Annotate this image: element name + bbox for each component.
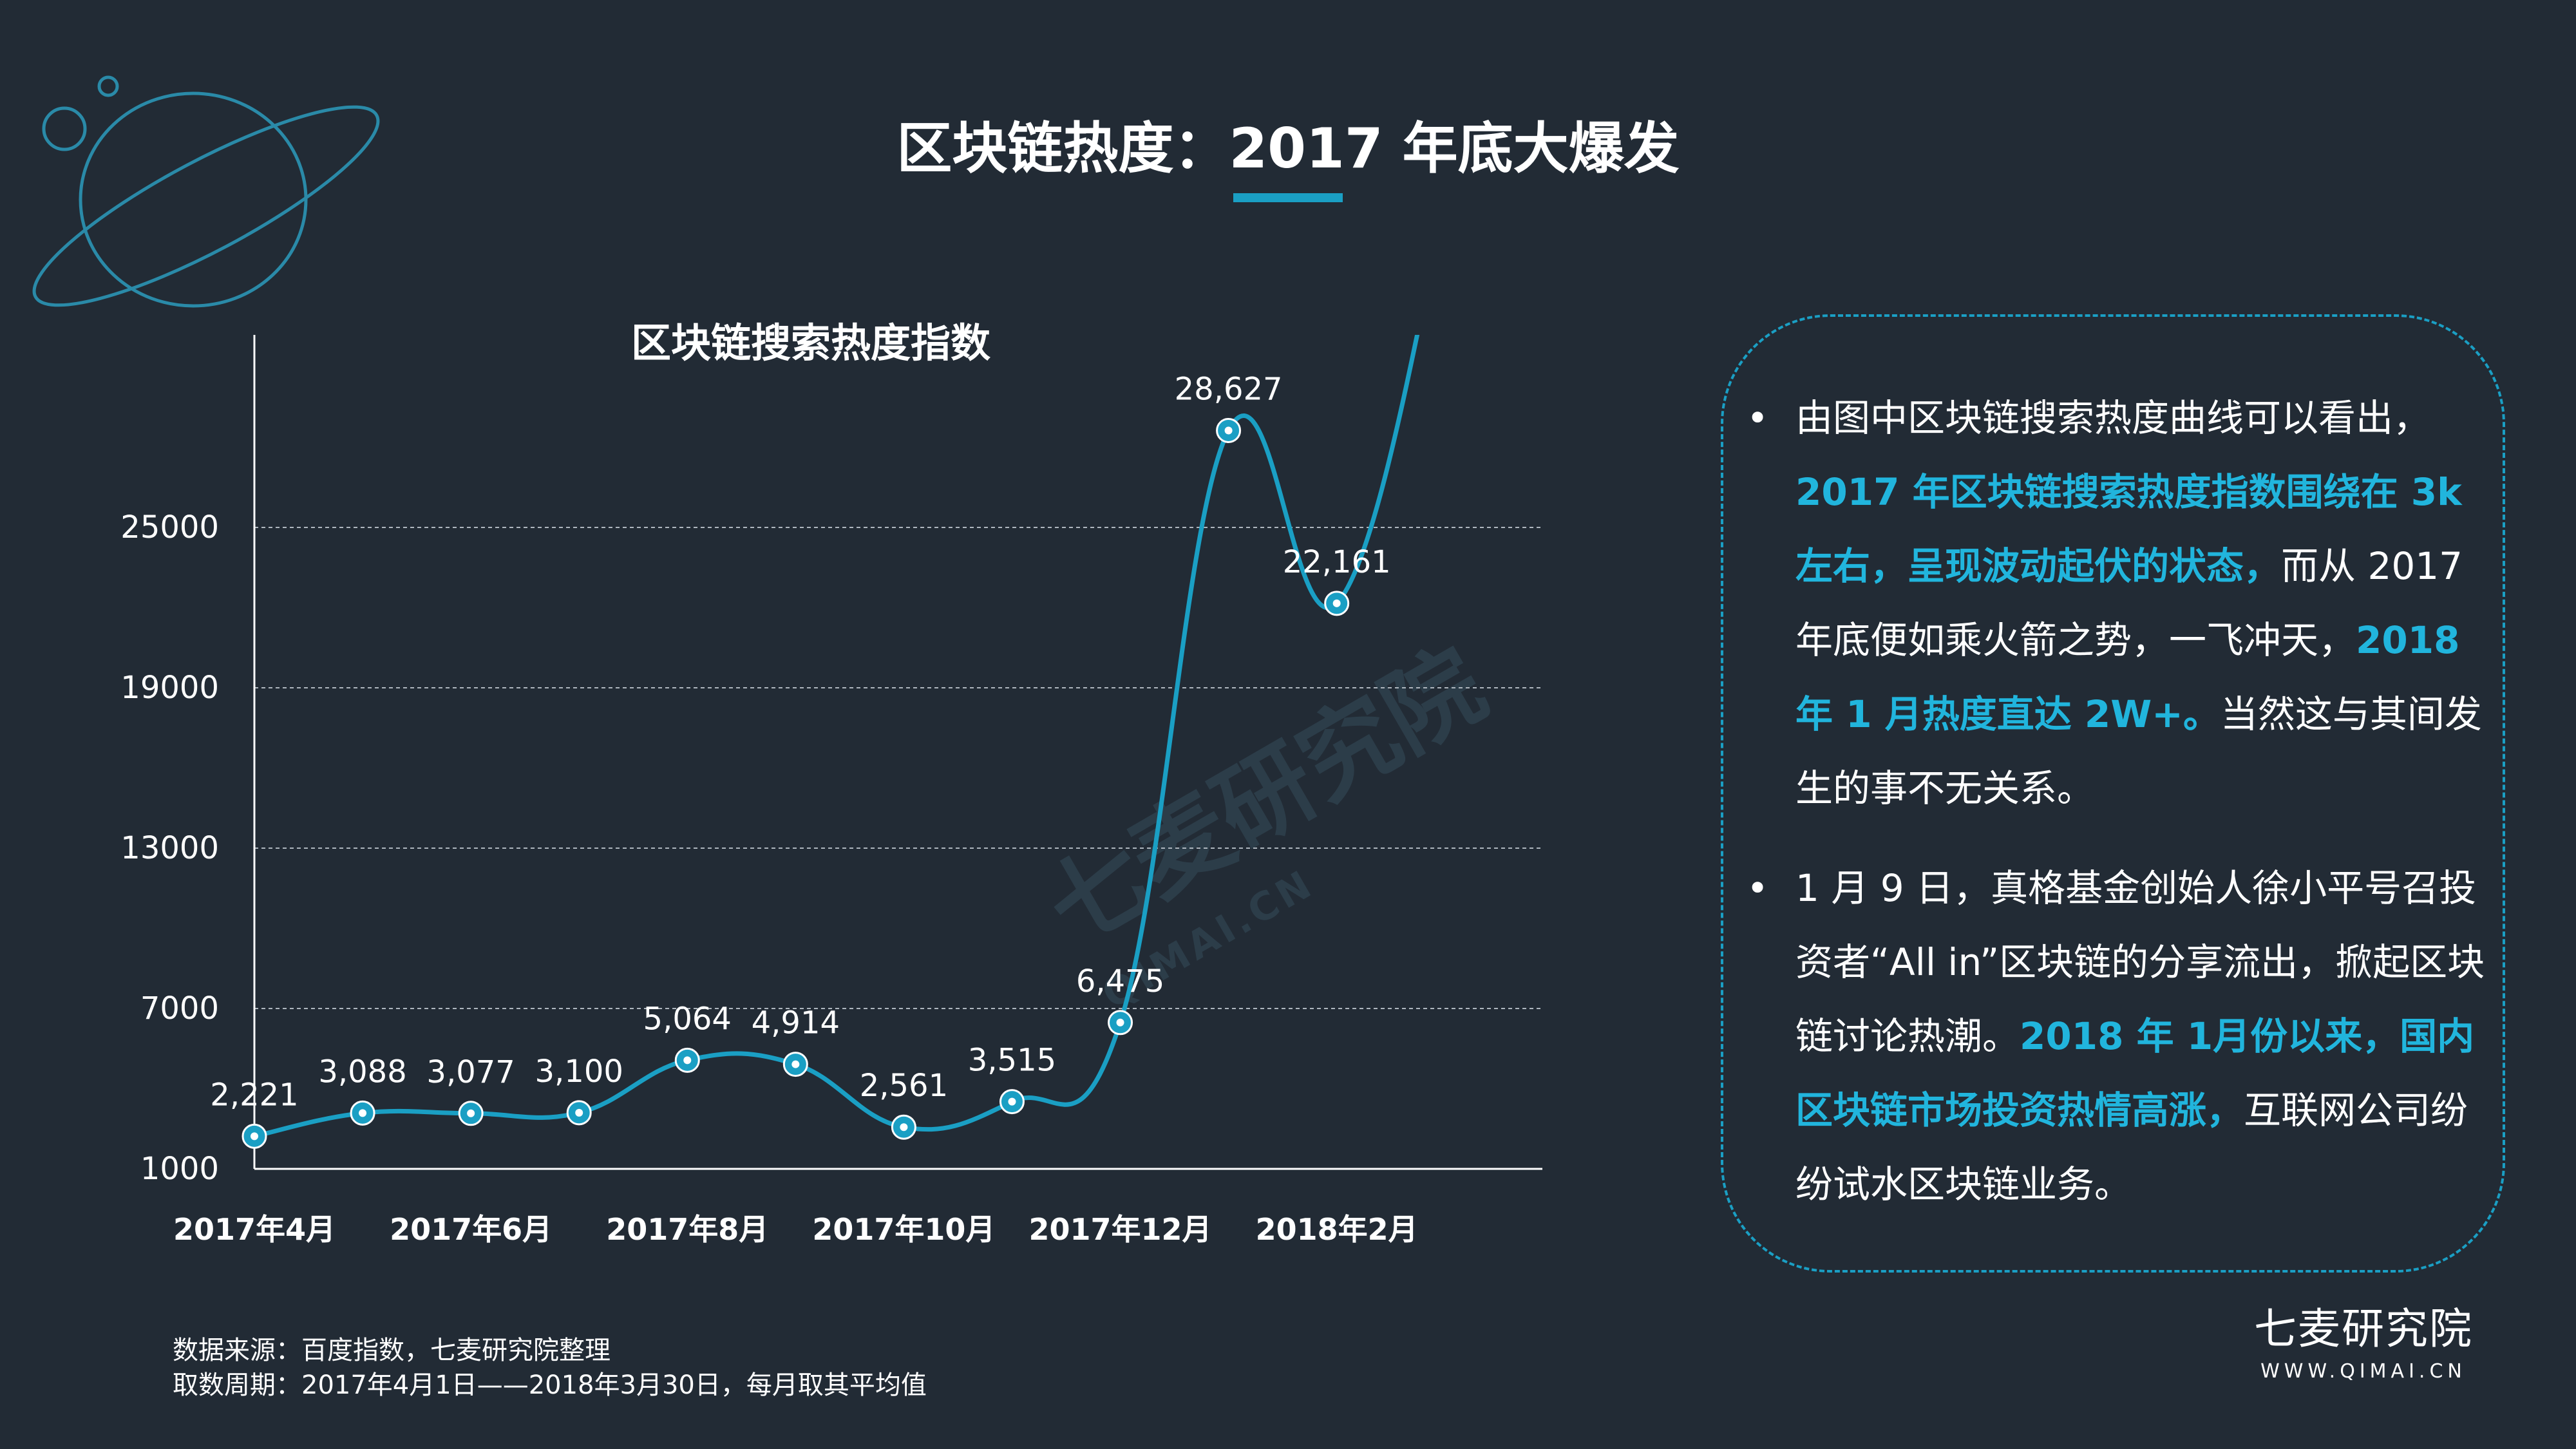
brand-name: 七麦研究院 bbox=[2254, 1304, 2473, 1354]
y-tick-label: 19000 bbox=[120, 670, 219, 706]
brand-url: WWW.QIMAI.CN bbox=[2260, 1360, 2467, 1383]
data-label: 4,914 bbox=[752, 1005, 840, 1041]
bullet-dot: • bbox=[1747, 866, 1769, 910]
body-text: 互联网公司纷纷试水区块链业务。 bbox=[1795, 1088, 2468, 1206]
bullet-item: • 由图中区块链搜索热度曲线可以看出， 2017 年区块链搜索热度指数围绕在 3k … bbox=[1747, 381, 2494, 826]
data-point-center bbox=[900, 1123, 908, 1132]
footnote-period: 取数周期：2017年4月1日——2018年3月30日，每月取其平均值 bbox=[173, 1370, 927, 1400]
data-label: 3,088 bbox=[318, 1054, 406, 1090]
data-label: 6,475 bbox=[1076, 963, 1164, 999]
brand: 七麦研究院 WWW.QIMAI.CN bbox=[2248, 1294, 2479, 1383]
data-point-center bbox=[683, 1056, 692, 1065]
series-line bbox=[254, 335, 1420, 1139]
highlighted-text: 2017 年区块链搜索热度指数围绕在 3k 左右，呈现波动起伏的状态， bbox=[1795, 470, 2462, 588]
bullet-dot: • bbox=[1747, 396, 1769, 440]
planet-decoration bbox=[32, 75, 380, 308]
body-text: 当然这与其间发生的事不无关系。 bbox=[1795, 692, 2482, 810]
x-tick-label: 2017年12月 bbox=[1029, 1212, 1212, 1247]
data-point-center bbox=[575, 1108, 583, 1117]
line-chart: 1000 7000 13000 19000 25000 2017年4月 2017年6月 201… bbox=[120, 335, 1542, 1247]
data-point-center bbox=[1332, 599, 1341, 607]
data-label: 3,100 bbox=[535, 1054, 623, 1090]
y-tick-label: 13000 bbox=[120, 830, 219, 866]
page-title: 区块链热度：2017 年底大爆发 bbox=[896, 117, 1680, 181]
body-text: 而从 2017 年底便如乘火箭之势，一飞冲天， bbox=[1795, 544, 2463, 662]
data-label: 3,077 bbox=[426, 1054, 515, 1090]
x-tick-label: 2017年6月 bbox=[390, 1212, 552, 1247]
data-point-center bbox=[359, 1109, 367, 1117]
data-label: 22,161 bbox=[1283, 544, 1391, 580]
data-point-center bbox=[1116, 1018, 1124, 1027]
x-tick-label: 2017年10月 bbox=[812, 1212, 995, 1247]
y-tick-label: 7000 bbox=[140, 990, 219, 1027]
data-point-center bbox=[1008, 1097, 1016, 1106]
data-point-center bbox=[251, 1132, 258, 1141]
title-underline bbox=[1233, 193, 1343, 202]
footnote: 数据来源：百度指数，七麦研究院整理 取数周期：2017年4月1日——2018年3… bbox=[173, 1333, 927, 1403]
footnote-source: 数据来源：百度指数，七麦研究院整理 bbox=[173, 1336, 611, 1365]
data-label: 28,627 bbox=[1175, 371, 1283, 407]
data-point-center bbox=[791, 1060, 800, 1068]
bullet-item: • 1 月 9 日，真格基金创始人徐小平号召投资者“All in”区块链的分享流出… bbox=[1747, 851, 2494, 1222]
data-label: 2,221 bbox=[210, 1077, 298, 1113]
data-point-center bbox=[467, 1109, 475, 1117]
highlighted-text: 2018 年 1 月热度直达 2W+。 bbox=[1795, 618, 2460, 736]
x-tick-label: 2018年2月 bbox=[1256, 1212, 1418, 1247]
data-label: 2,561 bbox=[860, 1068, 948, 1104]
y-tick-label: 25000 bbox=[120, 509, 219, 545]
highlighted-text: 2018 年 1月份以来，国内区块链市场投资热情高涨， bbox=[1795, 1014, 2475, 1132]
chart-title: 区块链搜索热度指数 bbox=[631, 319, 991, 366]
x-tick-label: 2017年8月 bbox=[606, 1212, 768, 1247]
body-text: 由图中区块链搜索热度曲线可以看出， bbox=[1795, 396, 2431, 440]
y-tick-label: 1000 bbox=[140, 1151, 219, 1187]
x-tick-label: 2017年4月 bbox=[173, 1212, 336, 1247]
data-point-center bbox=[1224, 426, 1233, 435]
data-label: 3,515 bbox=[968, 1043, 1056, 1079]
data-label: 5,064 bbox=[643, 1001, 732, 1037]
body-text: 1 月 9 日，真格基金创始人徐小平号召投资者“All in”区块链的分享流出，… bbox=[1795, 866, 2485, 1058]
summary-panel bbox=[1721, 314, 2505, 1273]
summary-bullets: • 由图中区块链搜索热度曲线可以看出， 2017 年区块链搜索热度指数围绕在 3k … bbox=[1747, 381, 2494, 1222]
